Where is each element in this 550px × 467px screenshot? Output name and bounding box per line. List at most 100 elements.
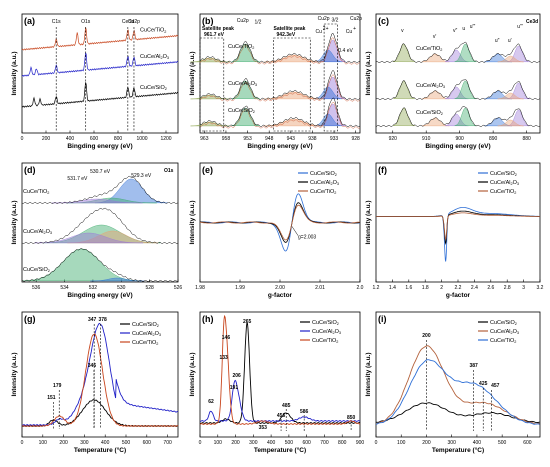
series-label-1-tail: O (163, 54, 168, 60)
x-tick-label: 948 (265, 136, 274, 142)
sample-label-2-label: CuCe/SiO (416, 110, 441, 116)
sample-label-1-tail: O (46, 229, 51, 235)
y-axis-label: Intensity (a.u.) (365, 51, 372, 95)
x-tick-label: 400 (267, 440, 276, 446)
fit-peak-fill (22, 248, 141, 282)
plot-frame (21, 13, 179, 134)
peak-label: 179 (53, 383, 62, 389)
legend-label-1-sub: 2 (510, 331, 512, 335)
series-label-1: CuCe/Al2O3 (140, 54, 169, 60)
fit-envelope (199, 37, 361, 65)
legend-label-1-sub: 2 (330, 182, 332, 186)
series-line-2 (199, 314, 361, 425)
panel-label: (h) (202, 314, 214, 324)
x-tick-label: 1000 (136, 136, 147, 142)
panel-a: 0 200 400 600 800 1000 1200 Bingding energy (eV… (11, 13, 179, 150)
sample-label-1-label: CuCe/Al (228, 81, 248, 87)
plot-frame (21, 311, 179, 438)
x-tick-label: 953 (243, 136, 252, 142)
panel-label: (b) (202, 16, 214, 26)
series-line-1 (199, 379, 361, 422)
annotation: Cu2p (318, 16, 330, 22)
legend-label-2-label: CuCe/TiO (490, 338, 515, 344)
legend-label-2: CuCe/TiO2 (490, 189, 516, 195)
peak-label: 586 (300, 409, 309, 415)
legend-label-2-label: CuCe/TiO (310, 189, 335, 195)
x-tick-label: 0 (21, 136, 24, 142)
x-axis-label: Temperature (°C) (432, 446, 484, 454)
legend-label-1-tail: O (333, 180, 338, 186)
peak-label: 485 (282, 403, 291, 409)
satellite-box (199, 37, 225, 132)
x-tick-label: 526 (174, 285, 183, 291)
spectrum-line (199, 97, 361, 128)
panel-i: 0 100 200 300 400 500 600 Temperature (°C) Inten… (365, 311, 541, 454)
legend-label-0: CuCe/SiO2 (490, 320, 517, 326)
legend-label-1-label: CuCe/Al (490, 329, 510, 335)
fit-peak-fill (497, 119, 524, 127)
x-tick-label: 2.01 (315, 285, 325, 291)
plot-frame (21, 162, 179, 283)
legend-label-0-sub: 2 (337, 322, 339, 326)
panel-b: 963 958 953 948 943 938 933 928 Bingding energy … (189, 13, 362, 150)
legend-label-2: CuCe/TiO2 (490, 338, 516, 344)
x-axis-label: g-factor (268, 292, 293, 299)
legend-label-1-sub2: 3 (159, 333, 161, 337)
sample-label-1: CuCe/Al2O3 (23, 229, 52, 235)
peak-label: 347 (88, 317, 97, 323)
x-tick-label: 300 (80, 440, 89, 446)
legend-label-1-label: CuCe/Al (490, 180, 510, 186)
peak-label: 456 (277, 413, 286, 419)
legend-label-1-sub2: 3 (517, 182, 519, 186)
x-tick-label: 933 (330, 136, 339, 142)
annotation: v'' (453, 28, 457, 34)
plot-frame (199, 311, 361, 438)
x-tick-label: 700 (163, 440, 172, 446)
sample-label-0-sub: 2 (47, 191, 49, 195)
y-axis-label: Intensity (a.u.) (189, 51, 196, 95)
legend-label-0-sub: 2 (515, 322, 517, 326)
legend-label-0-sub: 2 (157, 324, 159, 328)
y-axis-label: Intensity (a.u.) (11, 51, 18, 95)
x-tick-label: 600 (302, 440, 311, 446)
series-label-2-label: CuCe/SiO (140, 85, 165, 91)
x-tick-label: 890 (489, 136, 498, 142)
fit-peak-fill (264, 91, 324, 100)
x-tick-label: 938 (308, 136, 317, 142)
panel-h: 0 100 200 300 400 500 600 700 800 900 Temperature … (189, 311, 364, 454)
sample-label-0-sub: 2 (440, 48, 442, 52)
y-axis-label: Intensity (a.u.) (189, 200, 196, 244)
x-tick-label: 200 (231, 440, 240, 446)
x-tick-label: 0 (375, 440, 378, 446)
annotation: 529.3 eV (131, 173, 152, 179)
legend-label-0-label: CuCe/SiO (132, 322, 157, 328)
legend-label-2: CuCe/TiO2 (132, 340, 158, 346)
panel-c: 920 910 900 890 880 Bingding energy (eV) Inten… (365, 13, 541, 150)
fit-peak-fill (90, 277, 145, 282)
sample-label-0-sub: 2 (252, 46, 254, 50)
x-tick-label: 500 (122, 440, 131, 446)
panel-label: (g) (24, 314, 36, 324)
legend-label-2-label: CuCe/TiO (490, 189, 515, 195)
sample-label-0: CuCe/TiO2 (228, 44, 254, 50)
legend-label-1-sub2: 3 (517, 331, 519, 335)
y-axis-label: Intensity (a.u.) (11, 352, 18, 396)
series-line-1 (21, 52, 179, 77)
legend-label-0: CuCe/SiO2 (490, 171, 517, 177)
series-line-2 (21, 82, 179, 108)
x-axis-label: Bingding energy (eV) (67, 292, 132, 299)
legend-label-1-sub2: 3 (337, 182, 339, 186)
x-tick-label: 900 (456, 136, 465, 142)
x-axis-label: Bingding energy (eV) (247, 143, 312, 150)
series-line-0 (21, 27, 179, 51)
annotation: Cu2p (237, 18, 249, 24)
spectrum-line (199, 32, 361, 64)
legend-label-0: CuCe/SiO2 (132, 322, 159, 328)
sample-label-1-sub2: 3 (255, 83, 257, 87)
annotation: u''' (470, 24, 476, 30)
plot-frame (375, 13, 541, 134)
cu-box (323, 23, 338, 132)
peak-label: 133 (219, 355, 228, 361)
spectrum-line (375, 106, 540, 127)
